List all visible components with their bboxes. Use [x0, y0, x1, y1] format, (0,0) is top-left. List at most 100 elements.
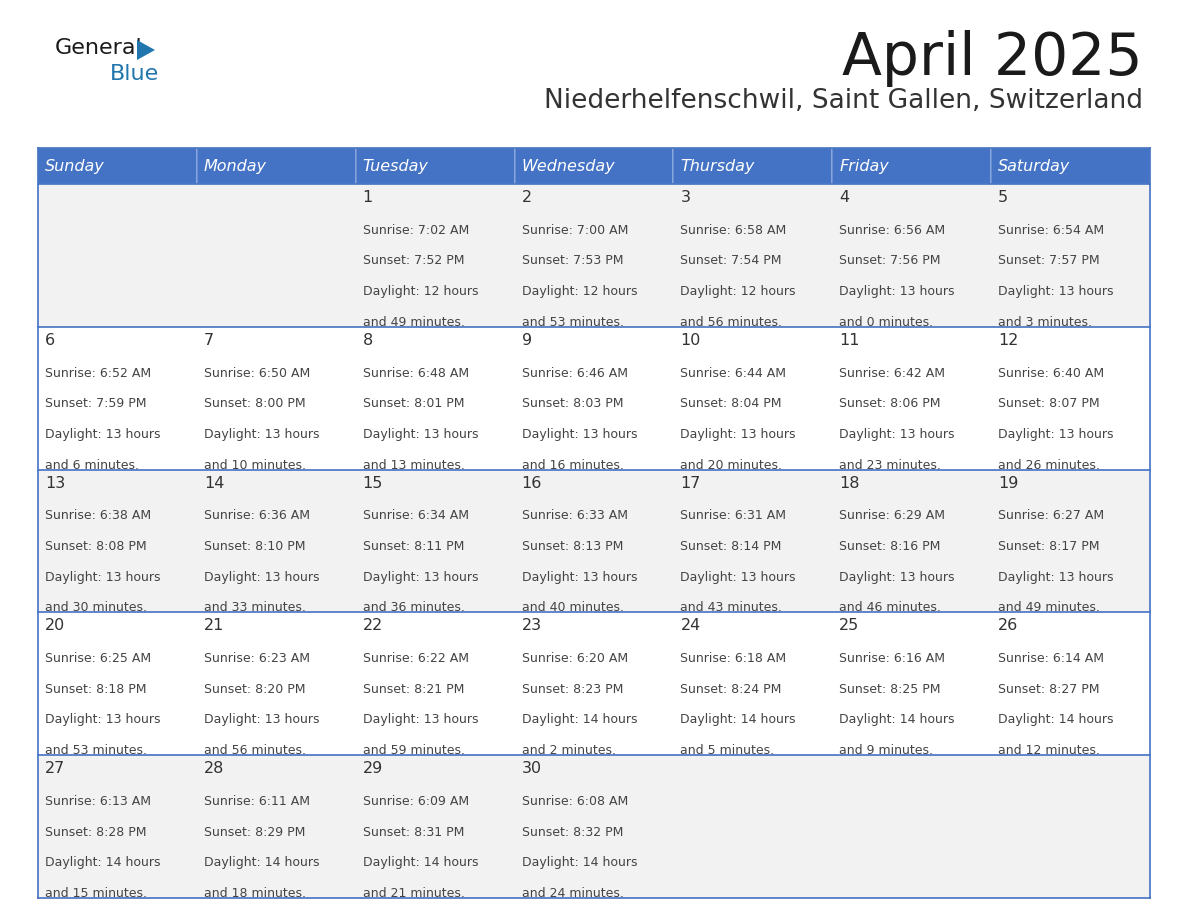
Text: 23: 23 — [522, 619, 542, 633]
Text: 17: 17 — [681, 476, 701, 490]
Text: and 16 minutes.: and 16 minutes. — [522, 458, 624, 472]
Bar — [38, 184, 1150, 327]
Text: Daylight: 13 hours: Daylight: 13 hours — [681, 428, 796, 441]
Text: Blue: Blue — [110, 64, 159, 84]
Text: and 59 minutes.: and 59 minutes. — [362, 744, 465, 757]
Text: Daylight: 12 hours: Daylight: 12 hours — [681, 285, 796, 298]
Text: and 53 minutes.: and 53 minutes. — [522, 316, 624, 329]
Text: Sunrise: 6:52 AM: Sunrise: 6:52 AM — [45, 366, 151, 379]
Text: Daylight: 12 hours: Daylight: 12 hours — [362, 285, 479, 298]
Text: and 33 minutes.: and 33 minutes. — [204, 601, 305, 614]
Text: Sunrise: 7:00 AM: Sunrise: 7:00 AM — [522, 224, 628, 237]
Text: and 40 minutes.: and 40 minutes. — [522, 601, 624, 614]
Text: Daylight: 13 hours: Daylight: 13 hours — [998, 571, 1113, 584]
Text: and 2 minutes.: and 2 minutes. — [522, 744, 615, 757]
Text: 25: 25 — [839, 619, 860, 633]
Text: Sunrise: 6:16 AM: Sunrise: 6:16 AM — [839, 652, 946, 666]
Text: and 13 minutes.: and 13 minutes. — [362, 458, 465, 472]
Text: and 12 minutes.: and 12 minutes. — [998, 744, 1100, 757]
Bar — [197, 148, 355, 184]
Text: Monday: Monday — [204, 159, 267, 174]
Bar — [38, 612, 1150, 756]
Text: and 21 minutes.: and 21 minutes. — [362, 887, 465, 900]
Text: and 56 minutes.: and 56 minutes. — [681, 316, 783, 329]
Text: Daylight: 13 hours: Daylight: 13 hours — [204, 713, 320, 726]
Bar — [38, 148, 197, 184]
Text: 22: 22 — [362, 619, 383, 633]
Text: Daylight: 13 hours: Daylight: 13 hours — [839, 428, 955, 441]
Text: 28: 28 — [204, 761, 225, 777]
Text: 29: 29 — [362, 761, 383, 777]
Text: Sunset: 8:25 PM: Sunset: 8:25 PM — [839, 683, 941, 696]
Text: Daylight: 13 hours: Daylight: 13 hours — [45, 713, 160, 726]
Text: Sunset: 8:21 PM: Sunset: 8:21 PM — [362, 683, 465, 696]
Text: 1: 1 — [362, 190, 373, 205]
Text: Sunrise: 6:08 AM: Sunrise: 6:08 AM — [522, 795, 627, 808]
Text: Wednesday: Wednesday — [522, 159, 615, 174]
Text: Sunset: 8:11 PM: Sunset: 8:11 PM — [362, 540, 465, 553]
Text: and 56 minutes.: and 56 minutes. — [204, 744, 305, 757]
Text: Tuesday: Tuesday — [362, 159, 429, 174]
Text: Sunrise: 6:44 AM: Sunrise: 6:44 AM — [681, 366, 786, 379]
Text: and 5 minutes.: and 5 minutes. — [681, 744, 775, 757]
Text: Sunrise: 6:40 AM: Sunrise: 6:40 AM — [998, 366, 1105, 379]
Bar — [514, 148, 674, 184]
Text: 8: 8 — [362, 333, 373, 348]
Text: and 26 minutes.: and 26 minutes. — [998, 458, 1100, 472]
Text: Daylight: 13 hours: Daylight: 13 hours — [204, 428, 320, 441]
Text: Daylight: 14 hours: Daylight: 14 hours — [204, 856, 320, 869]
Text: Daylight: 13 hours: Daylight: 13 hours — [362, 713, 479, 726]
Text: Sunset: 7:56 PM: Sunset: 7:56 PM — [839, 254, 941, 267]
Text: Sunset: 8:04 PM: Sunset: 8:04 PM — [681, 397, 782, 410]
Text: 20: 20 — [45, 619, 65, 633]
Text: 26: 26 — [998, 619, 1018, 633]
Text: and 23 minutes.: and 23 minutes. — [839, 458, 941, 472]
Text: 16: 16 — [522, 476, 542, 490]
Text: Sunrise: 6:58 AM: Sunrise: 6:58 AM — [681, 224, 786, 237]
Text: and 46 minutes.: and 46 minutes. — [839, 601, 941, 614]
Text: Sunrise: 6:13 AM: Sunrise: 6:13 AM — [45, 795, 151, 808]
Text: Sunset: 8:31 PM: Sunset: 8:31 PM — [362, 825, 465, 839]
Text: Sunrise: 6:20 AM: Sunrise: 6:20 AM — [522, 652, 627, 666]
Text: 12: 12 — [998, 333, 1018, 348]
Text: Daylight: 13 hours: Daylight: 13 hours — [362, 428, 479, 441]
Text: Sunrise: 6:31 AM: Sunrise: 6:31 AM — [681, 509, 786, 522]
Text: Sunrise: 6:48 AM: Sunrise: 6:48 AM — [362, 366, 469, 379]
Text: Sunrise: 7:02 AM: Sunrise: 7:02 AM — [362, 224, 469, 237]
Text: Daylight: 14 hours: Daylight: 14 hours — [362, 856, 479, 869]
Text: 30: 30 — [522, 761, 542, 777]
Text: Sunset: 8:10 PM: Sunset: 8:10 PM — [204, 540, 305, 553]
Text: Daylight: 13 hours: Daylight: 13 hours — [45, 428, 160, 441]
Bar — [833, 148, 991, 184]
Bar — [38, 327, 1150, 470]
Text: and 43 minutes.: and 43 minutes. — [681, 601, 783, 614]
Text: Sunrise: 6:27 AM: Sunrise: 6:27 AM — [998, 509, 1105, 522]
Text: Daylight: 14 hours: Daylight: 14 hours — [681, 713, 796, 726]
Text: and 53 minutes.: and 53 minutes. — [45, 744, 147, 757]
Text: and 20 minutes.: and 20 minutes. — [681, 458, 783, 472]
Text: Daylight: 14 hours: Daylight: 14 hours — [522, 713, 637, 726]
Text: 4: 4 — [839, 190, 849, 205]
Text: Sunset: 8:28 PM: Sunset: 8:28 PM — [45, 825, 146, 839]
Text: Sunrise: 6:25 AM: Sunrise: 6:25 AM — [45, 652, 151, 666]
Text: Daylight: 13 hours: Daylight: 13 hours — [522, 571, 637, 584]
Bar — [38, 470, 1150, 612]
Text: Daylight: 14 hours: Daylight: 14 hours — [522, 856, 637, 869]
Text: Sunrise: 6:33 AM: Sunrise: 6:33 AM — [522, 509, 627, 522]
Text: Sunset: 7:53 PM: Sunset: 7:53 PM — [522, 254, 623, 267]
Text: and 3 minutes.: and 3 minutes. — [998, 316, 1092, 329]
Text: Sunset: 7:57 PM: Sunset: 7:57 PM — [998, 254, 1100, 267]
Text: General: General — [55, 38, 143, 58]
Text: Sunset: 8:01 PM: Sunset: 8:01 PM — [362, 397, 465, 410]
Text: 18: 18 — [839, 476, 860, 490]
Text: and 15 minutes.: and 15 minutes. — [45, 887, 147, 900]
Text: Sunrise: 6:29 AM: Sunrise: 6:29 AM — [839, 509, 946, 522]
Text: 3: 3 — [681, 190, 690, 205]
Text: Daylight: 13 hours: Daylight: 13 hours — [45, 571, 160, 584]
Text: and 10 minutes.: and 10 minutes. — [204, 458, 305, 472]
Text: Sunset: 8:08 PM: Sunset: 8:08 PM — [45, 540, 146, 553]
Text: Sunrise: 6:42 AM: Sunrise: 6:42 AM — [839, 366, 946, 379]
Text: 27: 27 — [45, 761, 65, 777]
Polygon shape — [137, 40, 154, 60]
Text: Friday: Friday — [839, 159, 889, 174]
